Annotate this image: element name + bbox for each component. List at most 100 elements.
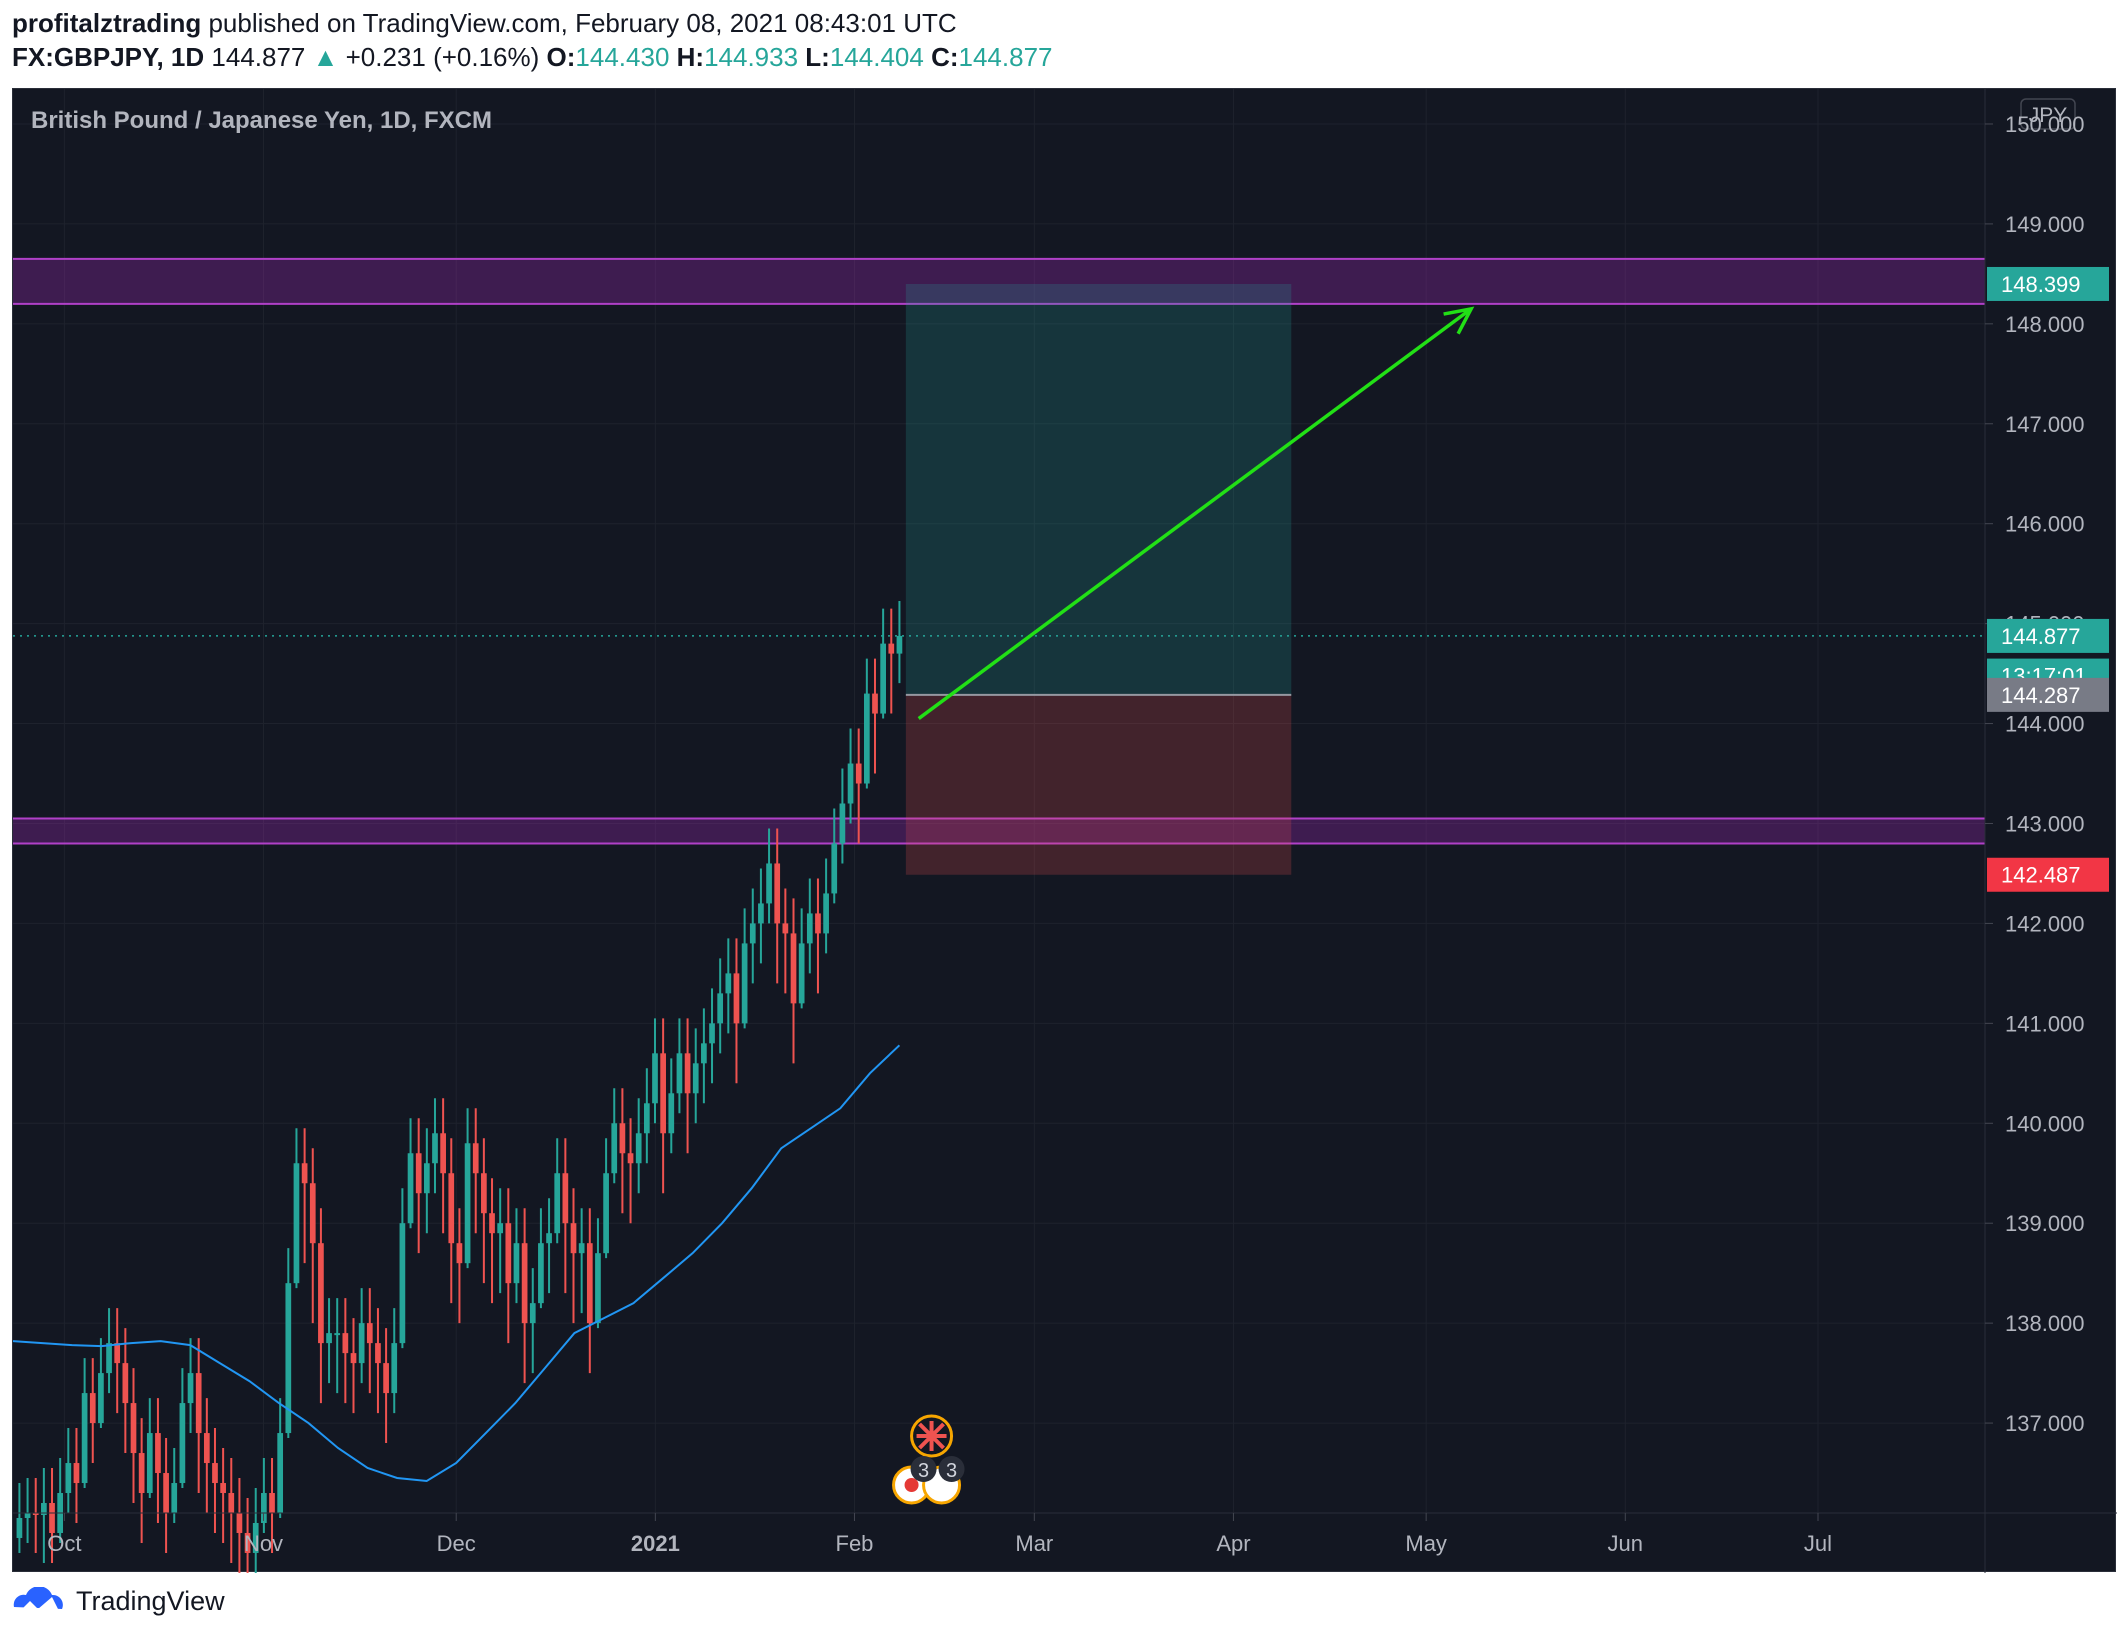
candle — [611, 1123, 618, 1174]
candle — [709, 1023, 715, 1044]
candle — [497, 1223, 504, 1234]
event-count-label: 3 — [918, 1460, 929, 1482]
candle — [98, 1373, 104, 1424]
price-tick-label: 146.000 — [2005, 512, 2085, 537]
resistance-zone — [13, 258, 1985, 304]
candle — [432, 1133, 438, 1164]
candle — [244, 1532, 251, 1553]
high-value: 144.933 — [704, 42, 799, 72]
time-tick-label: Nov — [244, 1531, 283, 1556]
tradingview-logo-icon — [13, 1586, 63, 1613]
time-tick-label: Mar — [1015, 1531, 1053, 1556]
candle — [652, 1053, 658, 1104]
price-tick-label: 150.000 — [2005, 112, 2085, 137]
candle — [293, 1163, 300, 1284]
price-tick-label: 140.000 — [2005, 1111, 2085, 1136]
high-label: H: — [676, 42, 705, 72]
candle — [326, 1333, 332, 1344]
candle — [896, 635, 903, 654]
chart-canvas[interactable]: 3 3 British Pound / Japanese Yen, 1D, FXCM… — [13, 89, 2117, 1573]
close-value: 144.877 — [958, 42, 1053, 72]
candle — [481, 1173, 487, 1214]
footer-brand[interactable]: TradingView — [12, 1586, 225, 1617]
candle — [81, 1393, 88, 1484]
candle — [717, 993, 724, 1024]
candle — [684, 1053, 691, 1094]
candle — [570, 1223, 577, 1254]
event-count-label: 3 — [946, 1460, 957, 1482]
jp-flag-dot-icon — [904, 1478, 919, 1492]
candle — [741, 943, 748, 1024]
trend-arrow — [917, 307, 1473, 720]
candle — [309, 1183, 316, 1244]
position-target-area — [905, 283, 1292, 695]
candle — [546, 1233, 552, 1244]
time-tick-label: Jun — [1608, 1531, 1643, 1556]
time-tick-label: May — [1405, 1531, 1447, 1556]
candle — [595, 1253, 601, 1324]
price-label-text: 148.399 — [2001, 272, 2081, 297]
candle — [538, 1243, 544, 1304]
candle — [586, 1243, 593, 1324]
symbol-label: FX:GBPJPY, 1D — [12, 42, 205, 72]
candle — [49, 1503, 55, 1533]
candle — [89, 1393, 96, 1424]
candle — [350, 1353, 357, 1364]
candle — [806, 913, 813, 944]
candle — [318, 1243, 324, 1344]
candle — [187, 1373, 194, 1404]
price-label-box — [1987, 857, 2109, 892]
candle — [766, 863, 772, 904]
candle — [285, 1283, 292, 1434]
change-up-icon: ▲ — [312, 42, 339, 72]
candle — [440, 1133, 446, 1174]
candle — [114, 1343, 121, 1364]
price-tick-label: 148.000 — [2005, 312, 2085, 337]
candle — [643, 1103, 650, 1134]
candle — [855, 763, 862, 784]
candle — [815, 913, 821, 934]
open-label: O: — [546, 42, 576, 72]
candle — [261, 1493, 267, 1523]
candle — [32, 1513, 39, 1515]
candle — [16, 1517, 23, 1538]
candle — [847, 763, 854, 804]
candle — [383, 1363, 389, 1394]
candle — [399, 1223, 406, 1344]
chart-panel[interactable]: 3 3 British Pound / Japanese Yen, 1D, FXCM… — [12, 88, 2117, 1573]
candle — [831, 843, 838, 894]
position-stop-area — [905, 694, 1292, 875]
candle — [146, 1433, 153, 1494]
candle — [163, 1473, 169, 1513]
candle — [65, 1463, 72, 1494]
candle — [863, 693, 870, 784]
author-name[interactable]: profitalztrading — [12, 8, 202, 38]
candle — [627, 1153, 634, 1164]
close-label: C: — [931, 42, 959, 72]
moving-average-line — [13, 1044, 901, 1483]
candle — [415, 1153, 422, 1194]
candle — [774, 863, 781, 924]
candle — [790, 933, 797, 1004]
low-value: 144.404 — [829, 42, 924, 72]
candle — [660, 1053, 666, 1134]
price-tick-label: 141.000 — [2005, 1011, 2085, 1036]
price-label-text: 142.487 — [2001, 863, 2081, 888]
trend-arrow-head — [1443, 306, 1475, 335]
footer-brand-label: TradingView — [76, 1586, 225, 1616]
candle — [505, 1223, 512, 1284]
price-tick-label: 144.000 — [2005, 712, 2085, 737]
price-label-text: 144.877 — [2001, 624, 2081, 649]
candle — [619, 1123, 626, 1154]
candle — [603, 1173, 609, 1254]
candle — [554, 1173, 561, 1234]
candle — [122, 1363, 129, 1404]
candle — [73, 1463, 80, 1484]
candle — [448, 1173, 455, 1244]
candle — [179, 1403, 186, 1484]
candle — [391, 1343, 398, 1394]
candle — [839, 803, 846, 844]
candle — [252, 1522, 259, 1553]
event-count-badge — [910, 1456, 937, 1482]
candle — [888, 643, 895, 654]
